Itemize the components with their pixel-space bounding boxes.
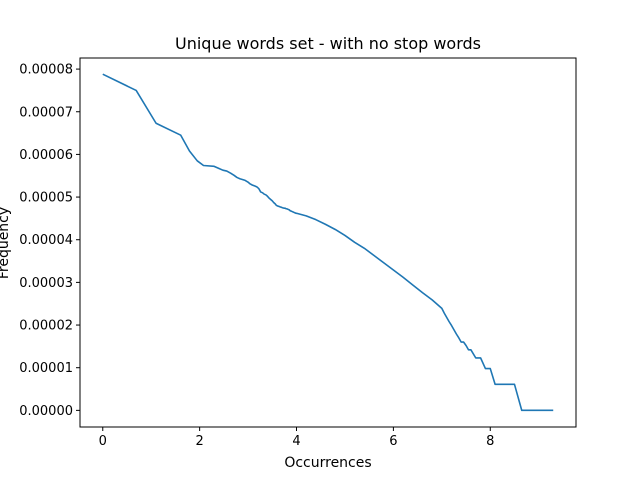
y-axis-title: Frequency [0, 207, 12, 279]
chart-title: Unique words set - with no stop words [175, 34, 481, 53]
y-tick-label: 0.00005 [19, 191, 73, 206]
y-tick-label: 0.00001 [19, 361, 73, 376]
y-tick-label: 0.00006 [19, 148, 73, 163]
y-tick-label: 0.00007 [19, 105, 73, 120]
series-layer [102, 73, 554, 412]
series-line [102, 73, 554, 412]
plot-frame [79, 57, 577, 428]
x-tick-label: 4 [292, 434, 300, 449]
y-tick-label: 0.00002 [19, 319, 73, 334]
x-tick-label: 2 [196, 434, 204, 449]
x-tick-label: 6 [389, 434, 397, 449]
x-tick-label: 8 [486, 434, 494, 449]
x-axis: 0 2 4 6 8 [99, 427, 494, 449]
y-tick-label: 0.00004 [19, 233, 73, 248]
plot-area [80, 58, 576, 427]
x-tick-label: 0 [99, 434, 107, 449]
x-axis-title: Occurrences [284, 455, 371, 471]
y-tick-label: 0.00008 [19, 63, 73, 78]
y-axis: 0.00000 0.00001 0.00002 0.00003 0.00004 0.000… [19, 63, 80, 419]
y-tick-label: 0.00003 [19, 276, 73, 291]
y-tick-label: 0.00000 [19, 404, 73, 419]
